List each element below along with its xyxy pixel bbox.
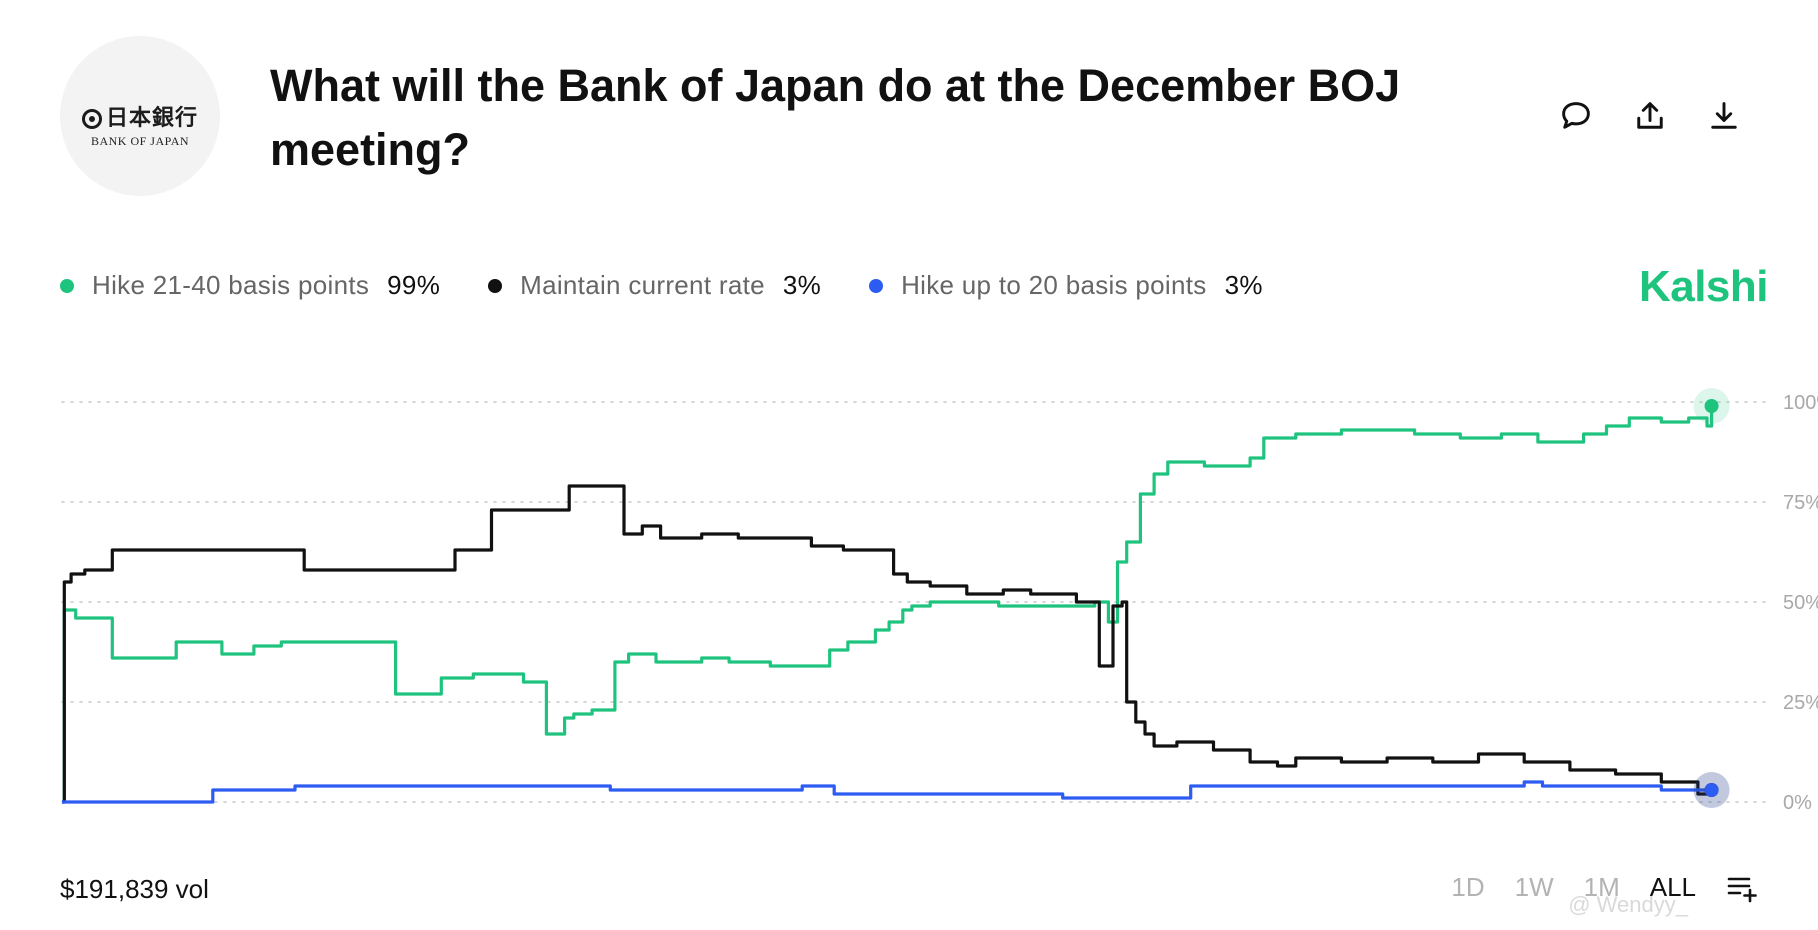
chart-series [62,406,1714,804]
time-range-selector: 1D 1W 1M ALL [1451,872,1758,903]
share-button[interactable] [1630,96,1670,136]
logo-kanji: 日本銀行 [60,100,220,132]
legend-item-hike-up-to-20[interactable]: Hike up to 20 basis points 3% [869,270,1263,301]
chart-legend: Hike 21-40 basis points 99% Maintain cur… [60,270,1311,301]
range-1m-button[interactable]: 1M [1583,872,1620,902]
share-icon [1637,102,1663,129]
chart-settings-button[interactable] [1726,873,1758,903]
y-tick-label: 50% [1783,592,1818,614]
y-axis-ticks: 100% 75% 50% 25% 0% [1783,392,1818,814]
page-title: What will the Bank of Japan do at the De… [270,60,1401,175]
watermark: @ Wendyy_ [1568,892,1688,917]
series-endpoints [1693,388,1730,808]
download-icon [1711,102,1737,129]
legend-value: 99% [387,270,441,300]
y-tick-label: 75% [1783,492,1818,514]
chart-grid [61,401,1766,803]
bank-of-japan-logo: 日本銀行 BANK OF JAPAN [60,36,220,196]
endpoint-dot [1704,783,1719,797]
header-actions [1556,96,1744,136]
legend-label: Hike up to 20 basis points [901,270,1207,300]
legend-label: Hike 21-40 basis points [92,270,370,300]
range-1d-button[interactable]: 1D [1451,872,1485,902]
range-1w-button[interactable]: 1W [1514,872,1554,902]
legend-label: Maintain current rate [520,270,765,300]
legend-dot-icon [488,278,503,293]
price-history-chart[interactable]: 100%75%50%25%0% Nov 8Nov 17Nov 26Dec 5De… [0,340,1818,820]
y-tick-label: 0% [1783,792,1812,814]
legend-item-hike-21-40[interactable]: Hike 21-40 basis points 99% [60,270,440,301]
legend-dot-icon [869,278,884,293]
legend-value: 3% [782,270,822,300]
y-tick-label: 100% [1783,392,1818,414]
series-line-1 [62,484,1714,804]
y-tick-label: 25% [1783,692,1818,714]
legend-item-maintain[interactable]: Maintain current rate 3% [488,270,821,301]
list-plus-icon [1727,877,1757,902]
series-line-0 [62,406,1714,804]
volume-label: $191,839 vol [60,874,209,904]
comment-button[interactable] [1556,96,1596,136]
comment-icon [1562,102,1590,129]
series-line-2 [62,780,1712,804]
download-button[interactable] [1704,96,1744,136]
kalshi-brand-logo: Kalshi [1638,262,1769,311]
legend-dot-icon [60,278,74,293]
endpoint-dot [1704,399,1719,413]
logo-english: BANK OF JAPAN [90,134,190,148]
range-all-button[interactable]: ALL [1649,872,1696,902]
logo-emblem-icon [81,109,102,129]
legend-value: 3% [1224,270,1263,300]
